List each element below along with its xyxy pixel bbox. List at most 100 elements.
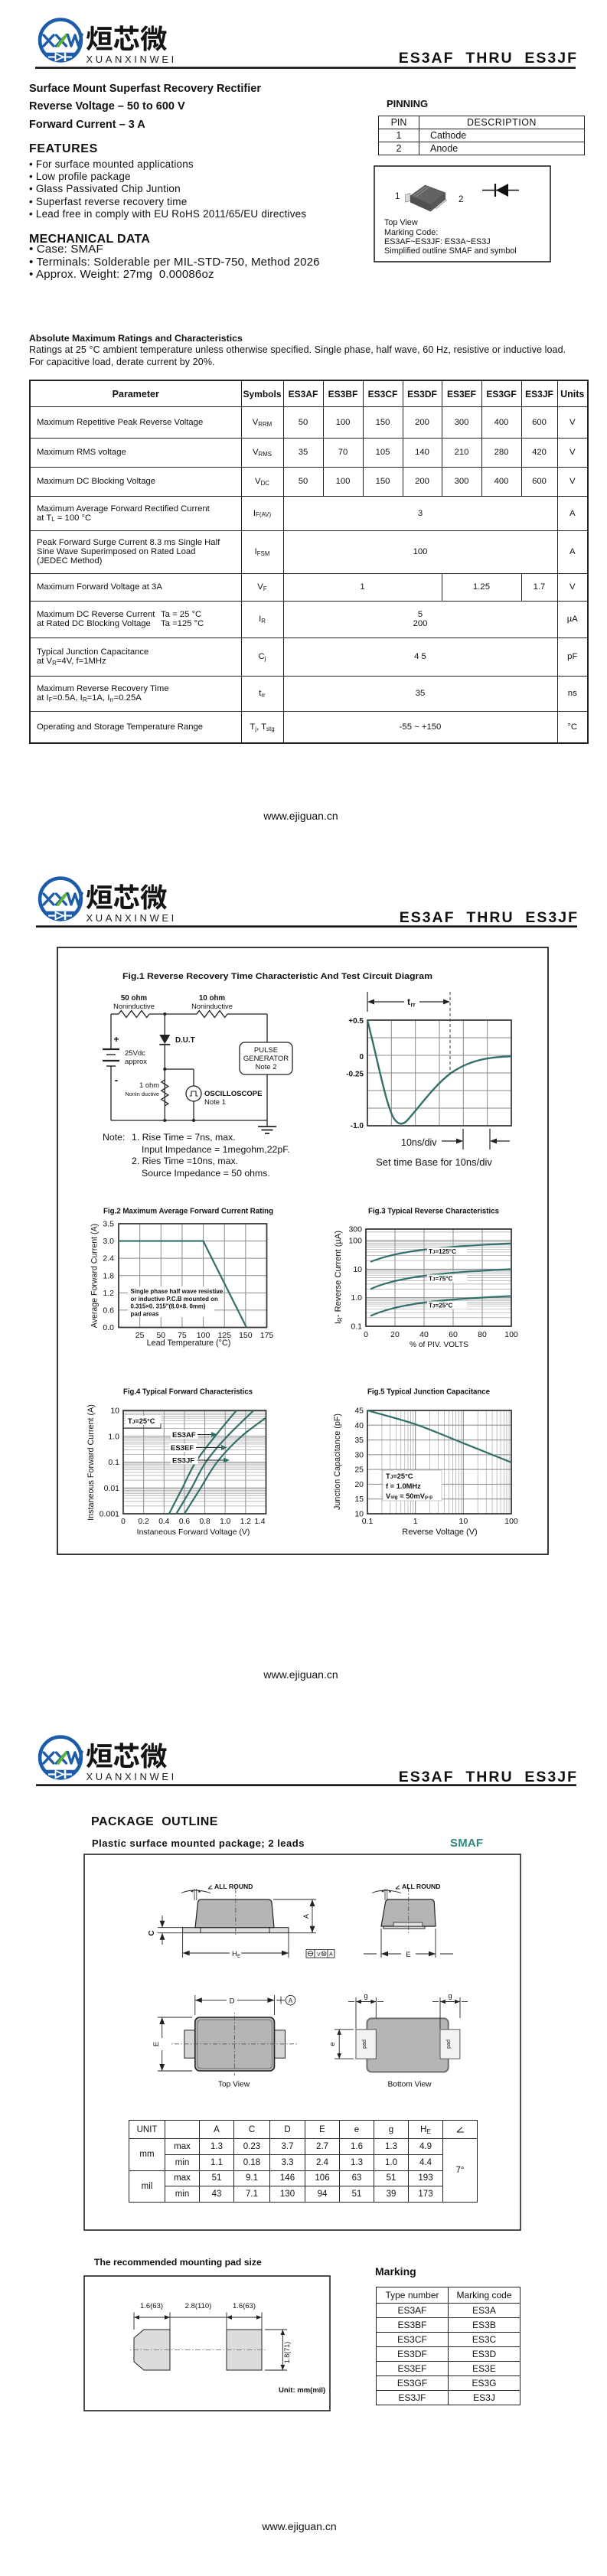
svg-text:100: 100 [504, 1517, 518, 1526]
svg-text:rr: rr [411, 1002, 416, 1009]
svg-text:175: 175 [260, 1331, 274, 1340]
svg-text:10: 10 [353, 1265, 362, 1274]
svg-text:-: - [115, 1074, 119, 1086]
svg-text:+0.5: +0.5 [348, 1017, 364, 1026]
svg-text:25Vdc: 25Vdc [125, 1049, 145, 1058]
svg-text:ALL ROUND: ALL ROUND [402, 1883, 440, 1890]
svg-text:0: 0 [359, 1053, 364, 1061]
svg-text:100: 100 [197, 1331, 210, 1340]
svg-text:Set time Base for 10ns/div: Set time Base for 10ns/div [376, 1156, 492, 1168]
svg-text:100: 100 [348, 1237, 362, 1246]
svg-text:100: 100 [504, 1330, 518, 1339]
svg-text:D: D [230, 1997, 235, 2006]
svg-text:D.U.T: D.U.T [175, 1036, 195, 1045]
svg-text:45: 45 [354, 1407, 364, 1416]
svg-text:0.6: 0.6 [179, 1518, 190, 1526]
svg-text:TJ=25°C: TJ=25°C [386, 1472, 413, 1480]
svg-text:Noninductive: Noninductive [113, 1003, 155, 1010]
svg-text:0.6: 0.6 [103, 1306, 114, 1315]
svg-text:Fig.1 Reverse Recovery Time C: Fig.1 Reverse Recovery Time Characterist… [122, 972, 432, 981]
svg-text:0.315×0. 315"(8.0×8. 0mm): 0.315×0. 315"(8.0×8. 0mm) [131, 1303, 206, 1310]
svg-text:Top View: Top View [218, 2081, 250, 2089]
svg-text:20: 20 [390, 1330, 400, 1339]
svg-text:10 ohm: 10 ohm [199, 994, 226, 1003]
svg-text:0.01: 0.01 [104, 1484, 120, 1493]
svg-text:2.4: 2.4 [103, 1254, 114, 1264]
svg-text:% of PIV. VOLTS: % of PIV. VOLTS [410, 1341, 468, 1349]
svg-text:125: 125 [217, 1331, 231, 1340]
svg-text:3.0: 3.0 [103, 1237, 114, 1246]
svg-text:1.6(63): 1.6(63) [233, 2302, 256, 2310]
svg-text:150: 150 [239, 1331, 253, 1340]
svg-text:e: e [328, 2042, 337, 2046]
svg-text:Junction Capacitance (pF): Junction Capacitance (pF) [333, 1414, 342, 1510]
svg-text:1.0: 1.0 [351, 1293, 362, 1303]
svg-text:IR- Reverse Current (µA): IR- Reverse Current (µA) [334, 1231, 344, 1325]
svg-text:1: 1 [413, 1517, 418, 1526]
svg-text:300: 300 [348, 1225, 362, 1234]
svg-text:60: 60 [449, 1330, 458, 1339]
svg-text:10: 10 [110, 1407, 119, 1416]
svg-text:Reverse Voltage (V): Reverse Voltage (V) [402, 1528, 477, 1537]
svg-text:ES3EF: ES3EF [171, 1444, 194, 1453]
svg-text:50 ohm: 50 ohm [121, 994, 148, 1003]
svg-text:1.2: 1.2 [103, 1289, 114, 1298]
svg-text:0: 0 [121, 1518, 126, 1526]
svg-text:Vsig = 50mVp-p: Vsig = 50mVp-p [386, 1492, 432, 1500]
svg-text:0.1: 0.1 [108, 1458, 119, 1467]
svg-text:g: g [364, 1992, 367, 2000]
svg-text:Fig.3 Typical Reverse Charact: Fig.3 Typical Reverse Characteristics [368, 1207, 499, 1216]
svg-text:Bottom View: Bottom View [387, 2081, 432, 2089]
svg-text:pad: pad [362, 2040, 367, 2049]
svg-text:15: 15 [354, 1495, 364, 1504]
svg-text:1 ohm: 1 ohm [139, 1081, 159, 1089]
svg-text:1.8(71): 1.8(71) [283, 2342, 291, 2364]
svg-text:ES3JF: ES3JF [172, 1457, 194, 1466]
svg-text:Unit: mm(mil): Unit: mm(mil) [279, 2386, 325, 2395]
svg-text:40: 40 [354, 1421, 364, 1430]
svg-text:+: + [113, 1034, 119, 1045]
svg-text:0.0: 0.0 [103, 1323, 114, 1332]
svg-text:A: A [302, 1914, 310, 1919]
svg-text:M: M [322, 1952, 325, 1957]
svg-text:35: 35 [354, 1436, 364, 1445]
svg-text:TJ=75°C: TJ=75°C [429, 1276, 453, 1283]
svg-text:25: 25 [354, 1466, 364, 1475]
svg-text:E: E [406, 1951, 410, 1959]
svg-text:PULSE: PULSE [254, 1046, 278, 1055]
svg-text:Note 2: Note 2 [256, 1063, 277, 1071]
svg-text:-0.25: -0.25 [346, 1071, 364, 1079]
svg-text:1.6(63): 1.6(63) [140, 2302, 163, 2310]
svg-text:50: 50 [156, 1331, 165, 1340]
svg-text:TJ=25°C: TJ=25°C [128, 1417, 155, 1425]
svg-text:10: 10 [459, 1517, 468, 1526]
svg-text:ALL ROUND: ALL ROUND [214, 1883, 253, 1890]
svg-text:Single phase half wave resisti: Single phase half wave resistive [131, 1288, 224, 1295]
svg-text:0.1: 0.1 [362, 1517, 374, 1526]
svg-text:f = 1.0MHz: f = 1.0MHz [386, 1482, 421, 1490]
svg-text:1.0: 1.0 [108, 1432, 119, 1441]
svg-text:0: 0 [364, 1330, 368, 1339]
svg-text:OSCILLOSCOPE: OSCILLOSCOPE [204, 1090, 262, 1098]
svg-text:NonIn ductive: NonIn ductive [125, 1091, 159, 1097]
svg-text:A: A [289, 1997, 293, 2004]
svg-text:t: t [407, 998, 410, 1007]
svg-text:Fig.5 Typical Junction Capaci: Fig.5 Typical Junction Capacitance [367, 1387, 490, 1397]
svg-text:Instaneous Forward Voltage (V): Instaneous Forward Voltage (V) [137, 1528, 250, 1537]
svg-text:Fig.2 Maximum Average Forward: Fig.2 Maximum Average Forward Current Ra… [103, 1207, 273, 1216]
svg-text:0.1: 0.1 [351, 1322, 362, 1332]
svg-text:10ns/div: 10ns/div [401, 1137, 437, 1148]
svg-text:0.4: 0.4 [158, 1518, 169, 1526]
svg-text:g: g [448, 1992, 452, 2000]
svg-text:V: V [317, 1952, 321, 1958]
svg-text:1.0: 1.0 [220, 1518, 230, 1526]
svg-text:2.8(110): 2.8(110) [185, 2302, 212, 2310]
svg-text:Lead Temperature (°C): Lead Temperature (°C) [147, 1339, 231, 1348]
svg-text:Noninductive: Noninductive [191, 1003, 233, 1010]
svg-text:75: 75 [178, 1331, 187, 1340]
svg-text:A: A [329, 1952, 333, 1958]
svg-text:Fig.4 Typical Forward Charact: Fig.4 Typical Forward Characteristics [123, 1387, 253, 1397]
svg-text:20: 20 [354, 1480, 364, 1489]
svg-text:E: E [237, 1954, 241, 1959]
svg-text:E: E [152, 2042, 161, 2046]
